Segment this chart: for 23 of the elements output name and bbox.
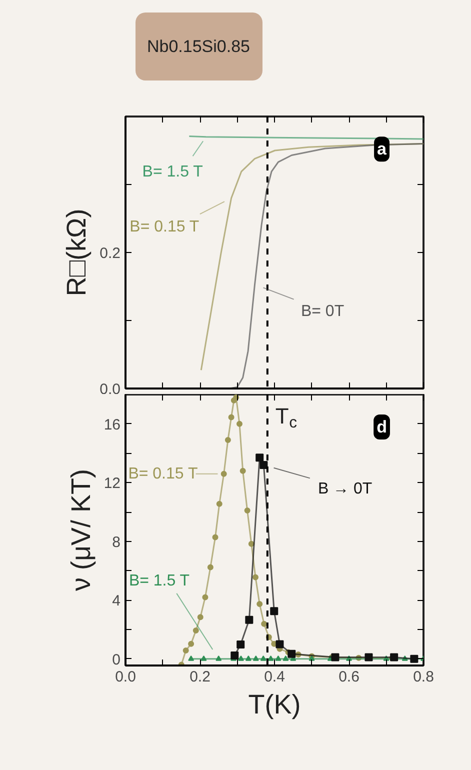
y-tick-label: 8 <box>112 534 120 551</box>
y-tick-label: 12 <box>104 475 121 492</box>
x-tick-label: 0.6 <box>338 668 360 686</box>
annotation: d <box>376 418 387 437</box>
x-tick-label: 0.4 <box>264 668 285 686</box>
y-tick-label: 4 <box>112 592 120 610</box>
x-axis-title: T(K) <box>248 690 301 720</box>
x-tick-label: 0.8 <box>413 668 434 686</box>
y-tick-label: 0.0 <box>100 381 121 398</box>
y-axis-title: ν (μV/ KT) <box>66 468 96 592</box>
legend-label: B= 0.15 T <box>130 218 200 236</box>
y-tick-label: 16 <box>104 416 121 434</box>
chart-title: Nb0.15Si0.85 <box>146 37 250 56</box>
y-tick-label: 0.2 <box>100 245 121 262</box>
annotation: a <box>377 140 388 159</box>
text: B= 0T <box>300 302 344 320</box>
y-tick-label: 0 <box>112 651 120 668</box>
x-tick-label: 0.2 <box>190 668 210 686</box>
text: B= 1.5 T <box>128 572 190 590</box>
legend-label: B= 1.5 T <box>142 163 204 180</box>
y-axis-title: R□(kΩ) <box>62 208 92 296</box>
text: B → 0T <box>318 480 372 498</box>
legend-label: B= 0.15 T <box>128 465 198 482</box>
